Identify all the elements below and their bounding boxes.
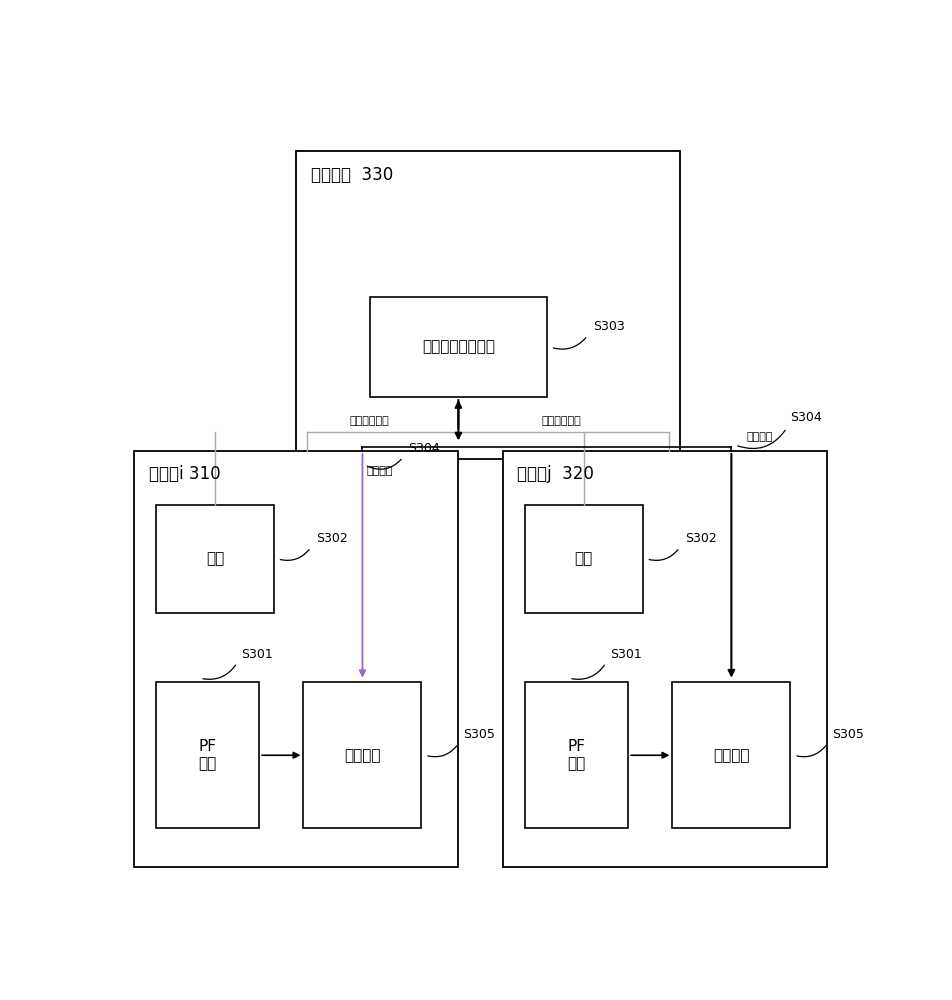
Text: PF
调度: PF 调度 bbox=[198, 739, 217, 771]
Bar bbox=[525, 505, 643, 613]
Text: 测量: 测量 bbox=[206, 551, 224, 566]
Text: PF
调度: PF 调度 bbox=[567, 739, 585, 771]
Bar bbox=[296, 151, 680, 459]
Text: 中心节点  330: 中心节点 330 bbox=[310, 166, 393, 184]
Text: 输出结果: 输出结果 bbox=[367, 466, 392, 477]
Bar bbox=[156, 505, 274, 613]
Text: 小区联合波束计算: 小区联合波束计算 bbox=[422, 340, 495, 355]
Text: 测量结果上报: 测量结果上报 bbox=[542, 416, 582, 426]
Text: S305: S305 bbox=[464, 728, 495, 741]
Text: S303: S303 bbox=[593, 320, 625, 333]
Text: 协作小j  320: 协作小j 320 bbox=[518, 465, 594, 483]
Bar bbox=[369, 297, 547, 397]
Text: S304: S304 bbox=[408, 442, 440, 455]
Bar bbox=[304, 682, 422, 828]
Text: S305: S305 bbox=[832, 728, 864, 741]
Text: S304: S304 bbox=[790, 411, 823, 424]
Bar bbox=[133, 451, 459, 867]
Text: S301: S301 bbox=[242, 648, 273, 661]
Text: S302: S302 bbox=[684, 532, 717, 545]
Text: 输出结果: 输出结果 bbox=[746, 432, 773, 442]
Text: S301: S301 bbox=[610, 648, 643, 661]
Text: 测量结果上报: 测量结果上报 bbox=[350, 416, 389, 426]
Bar bbox=[503, 451, 827, 867]
Bar bbox=[525, 682, 628, 828]
Bar bbox=[672, 682, 790, 828]
Text: S302: S302 bbox=[316, 532, 347, 545]
Text: 波束形成: 波束形成 bbox=[345, 748, 381, 763]
Bar bbox=[156, 682, 259, 828]
Text: 测量: 测量 bbox=[575, 551, 593, 566]
Text: 协作小i 310: 协作小i 310 bbox=[149, 465, 220, 483]
Text: 波束形成: 波束形成 bbox=[713, 748, 749, 763]
